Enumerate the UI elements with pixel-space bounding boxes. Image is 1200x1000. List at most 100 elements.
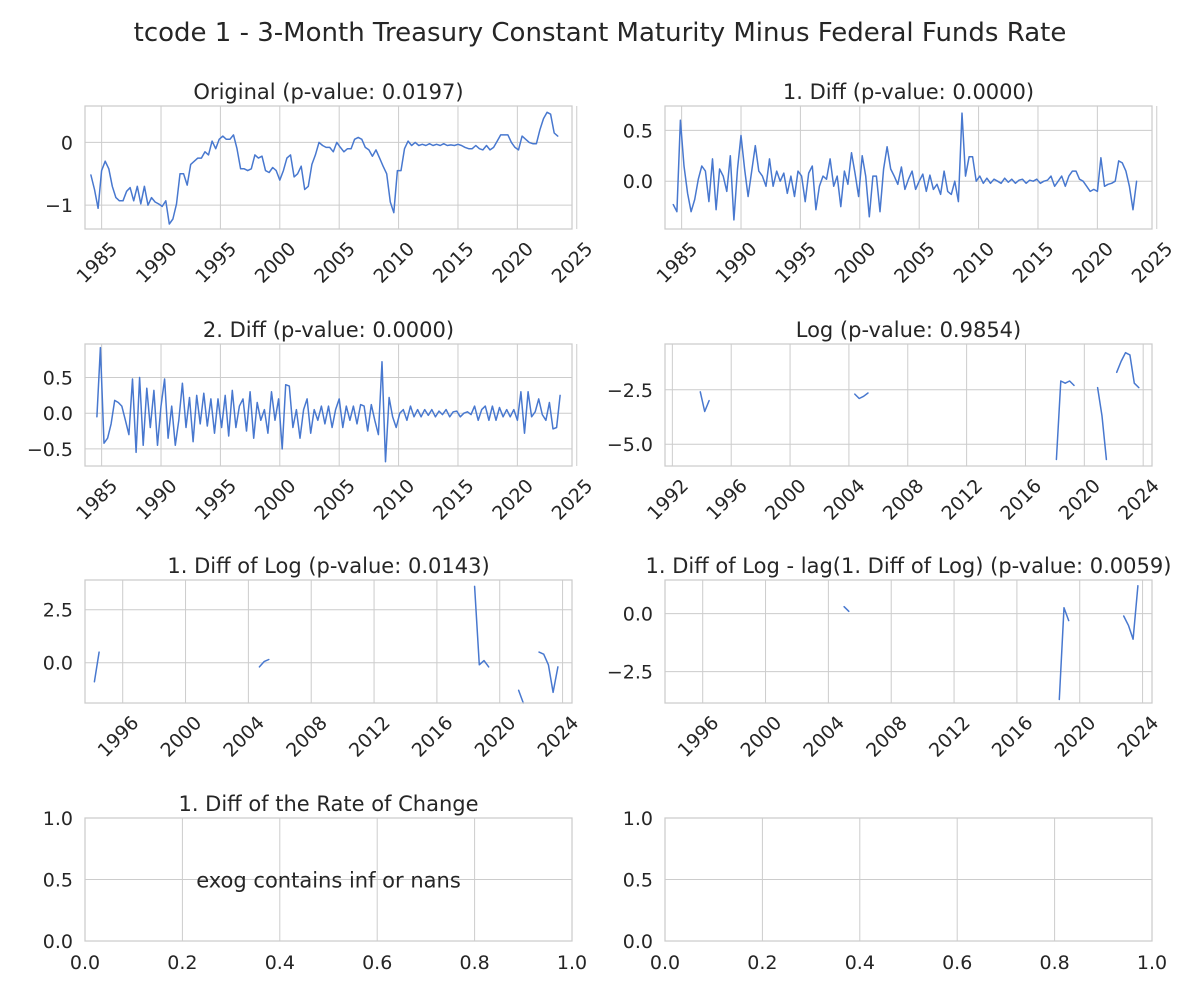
x-tick-label: 2000 xyxy=(831,238,881,288)
x-tick-label: 2005 xyxy=(310,238,360,288)
x-tick-label: 2012 xyxy=(345,712,395,762)
y-tick-label: 0.5 xyxy=(623,120,653,142)
subplot-title: 1. Diff (p-value: 0.0000) xyxy=(783,80,1034,104)
x-tick-label: 2015 xyxy=(429,238,479,288)
x-tick-label: 0.2 xyxy=(167,952,197,974)
x-tick-label: 2016 xyxy=(408,712,458,762)
x-tick-label: 2010 xyxy=(369,475,419,525)
x-tick-label: 1.0 xyxy=(1137,952,1167,974)
x-tick-label: 1996 xyxy=(674,712,724,762)
x-tick-label: 1985 xyxy=(73,475,123,525)
axes-frame xyxy=(664,105,1153,230)
x-tick-label: 2000 xyxy=(251,475,301,525)
x-tick-label: 2015 xyxy=(429,475,479,525)
x-tick-label: 2005 xyxy=(890,238,940,288)
x-tick-label: 2004 xyxy=(820,475,870,525)
x-tick-label: 2016 xyxy=(988,712,1038,762)
y-tick-label: 0.5 xyxy=(623,870,653,892)
y-tick-label: 0.0 xyxy=(43,403,73,425)
series-line xyxy=(699,391,710,413)
y-tick-label: −1 xyxy=(45,195,73,217)
y-tick-label: 0.0 xyxy=(623,604,653,626)
subplot-5: 2.5 0.0 1996 2000 2004 2008 2012 2016 2020 2024 1.… xyxy=(43,554,583,762)
y-tick-label: −5.0 xyxy=(607,434,653,456)
y-tick-label: 0.5 xyxy=(43,870,73,892)
series-line xyxy=(1122,585,1139,640)
axes-frame xyxy=(664,817,1153,942)
axes-frame xyxy=(84,105,573,230)
series-line xyxy=(473,585,490,668)
x-tick-label: 2025 xyxy=(1128,238,1178,288)
y-tick-label: 0.0 xyxy=(43,931,73,953)
y-tick-label: 0.0 xyxy=(623,931,653,953)
subplot-title: 1. Diff of the Rate of Change xyxy=(178,792,478,816)
series-line xyxy=(672,112,1138,221)
x-tick-label: 2020 xyxy=(488,475,538,525)
y-tick-label: 2.5 xyxy=(43,600,73,622)
x-tick-label: 2025 xyxy=(548,475,598,525)
x-tick-label: 0.0 xyxy=(70,952,100,974)
x-tick-label: 2005 xyxy=(310,475,360,525)
axes-frame xyxy=(84,579,573,704)
x-tick-label: 1985 xyxy=(653,238,703,288)
subplot-title: 2. Diff (p-value: 0.0000) xyxy=(203,318,454,342)
y-tick-label: 1.0 xyxy=(623,808,653,830)
x-tick-label: 1995 xyxy=(191,238,241,288)
subplot-title: Log (p-value: 0.9854) xyxy=(796,318,1022,342)
series-line xyxy=(843,605,850,613)
x-tick-label: 2012 xyxy=(925,712,975,762)
series-line xyxy=(517,689,525,704)
series-line xyxy=(538,651,559,694)
subplot-2: 0.5 0.0 1985 1990 1995 2000 2005 2010 2015 2020 20… xyxy=(623,80,1178,288)
x-tick-label: 1996 xyxy=(94,712,144,762)
subplot-8: 0.0 0.5 1.0 0.0 0.2 0.4 0.6 0.8 1.0 xyxy=(623,808,1167,974)
x-tick-label: 1992 xyxy=(643,475,693,525)
x-tick-label: 0.6 xyxy=(942,952,972,974)
series-line xyxy=(1096,386,1108,461)
axes-frame xyxy=(84,343,573,467)
x-tick-label: 0.0 xyxy=(650,952,680,974)
subplot-7: 0.0 0.5 1.0 0.0 0.2 0.4 0.6 0.8 1.0 1. Diff of th… xyxy=(43,792,587,974)
y-tick-label: 0 xyxy=(61,132,73,154)
x-tick-label: 2000 xyxy=(251,238,301,288)
x-tick-label: 2008 xyxy=(879,475,929,525)
x-tick-label: 2025 xyxy=(548,238,598,288)
figure-title: tcode 1 - 3-Month Treasury Constant Matu… xyxy=(134,18,1067,48)
axes-frame xyxy=(84,817,573,942)
axes-frame xyxy=(664,579,1153,704)
x-tick-label: 2024 xyxy=(533,712,583,762)
x-tick-label: 1996 xyxy=(702,475,752,525)
y-tick-label: 0.0 xyxy=(43,653,73,675)
x-tick-label: 2020 xyxy=(1055,475,1105,525)
subplot-4: −2.5 −5.0 1992 1996 2000 2004 2008 2012 2016 2020… xyxy=(607,318,1164,525)
series-line xyxy=(1058,607,1070,701)
x-tick-label: 2008 xyxy=(862,712,912,762)
subplot-title: 1. Diff of Log (p-value: 0.0143) xyxy=(167,554,489,578)
x-tick-label: 2004 xyxy=(799,712,849,762)
subplot-title: 1. Diff of Log - lag(1. Diff of Log) (p-… xyxy=(646,554,1172,578)
x-tick-label: 2000 xyxy=(156,712,206,762)
x-tick-label: 1985 xyxy=(73,238,123,288)
x-tick-label: 1995 xyxy=(771,238,821,288)
y-tick-label: 0.5 xyxy=(43,368,73,390)
x-tick-label: 1990 xyxy=(712,238,762,288)
series-line xyxy=(854,392,869,400)
x-tick-label: 1995 xyxy=(191,475,241,525)
x-tick-label: 2000 xyxy=(761,475,811,525)
x-tick-label: 2004 xyxy=(219,712,269,762)
y-tick-label: −0.5 xyxy=(27,439,73,461)
x-tick-label: 1990 xyxy=(132,238,182,288)
subplot-6: 0.0 −2.5 1996 2000 2004 2008 2012 2016 2020 2024 1… xyxy=(607,554,1172,762)
x-tick-label: 0.4 xyxy=(265,952,295,974)
x-tick-label: 2020 xyxy=(488,238,538,288)
x-tick-label: 0.4 xyxy=(845,952,875,974)
series-line xyxy=(1055,380,1075,461)
x-tick-label: 2016 xyxy=(996,475,1046,525)
series-line xyxy=(1115,351,1140,389)
x-tick-label: 0.6 xyxy=(362,952,392,974)
x-tick-label: 2024 xyxy=(1113,712,1163,762)
x-tick-label: 0.8 xyxy=(459,952,489,974)
